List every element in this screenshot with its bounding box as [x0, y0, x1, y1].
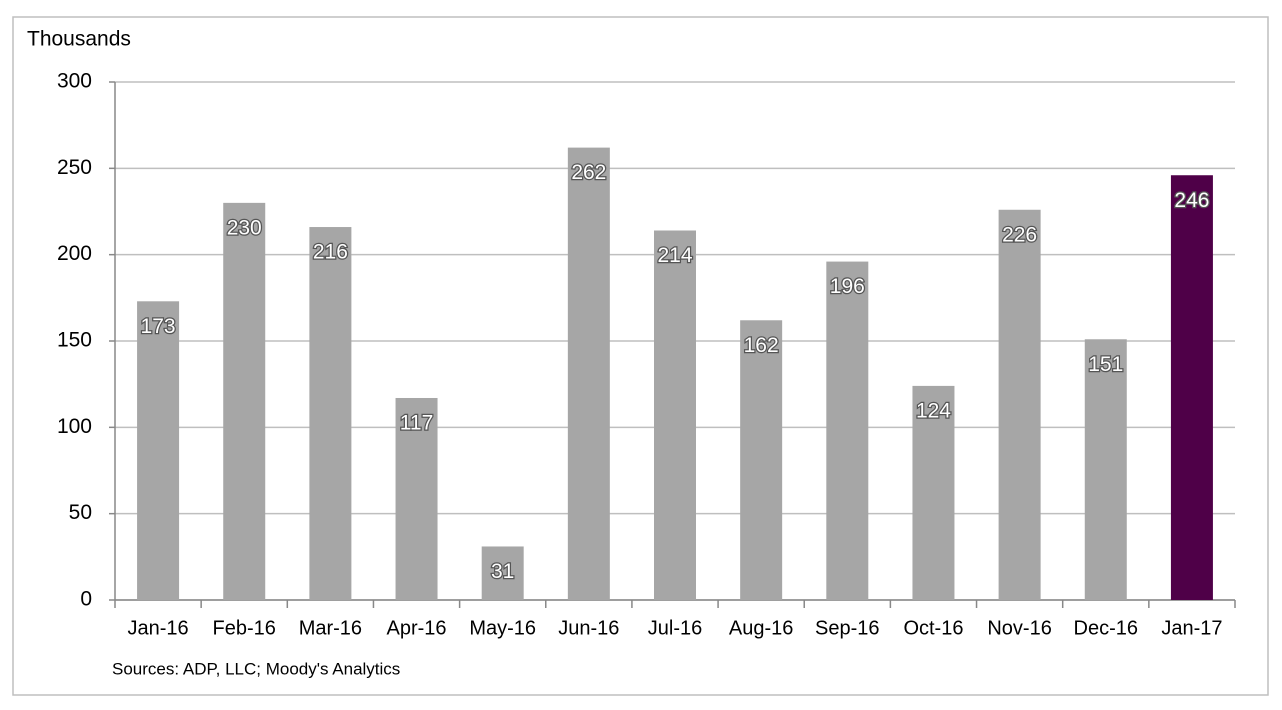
x-tick-label: May-16: [469, 617, 536, 639]
bar: [395, 397, 438, 600]
data-label: 117: [400, 412, 433, 435]
y-tick-label: 100: [57, 415, 92, 438]
x-tick-label: Nov-16: [987, 617, 1051, 639]
y-tick-label: 200: [57, 242, 92, 265]
y-tick-label: 0: [80, 588, 92, 611]
x-tick-label: Aug-16: [729, 617, 794, 639]
data-label: 173: [141, 315, 176, 338]
data-label: 124: [916, 399, 951, 422]
data-label: 226: [1002, 223, 1037, 246]
x-tick-label: Feb-16: [213, 617, 276, 639]
data-label: 230: [227, 216, 262, 239]
x-tick-label: Mar-16: [299, 617, 362, 639]
data-label: 214: [657, 244, 692, 267]
bar: [826, 261, 869, 600]
y-tick-label: 150: [57, 329, 92, 352]
data-label: 246: [1174, 189, 1209, 212]
y-tick-label: 300: [57, 70, 92, 93]
bar: [998, 209, 1041, 601]
x-tick-label: Dec-16: [1074, 617, 1138, 639]
bar: [567, 147, 610, 600]
bar: [481, 546, 524, 600]
x-tick-label: Jan-16: [127, 617, 188, 639]
bar: [912, 385, 955, 600]
bar: [740, 320, 783, 600]
x-tick-label: Jul-16: [648, 617, 702, 639]
x-tick-label: Apr-16: [387, 617, 447, 639]
y-tick-label: 250: [57, 156, 92, 179]
y-axis-label: Thousands: [27, 28, 131, 51]
bar: [309, 227, 352, 601]
x-tick-label: Oct-16: [903, 617, 963, 639]
x-tick-label: Jun-16: [558, 617, 619, 639]
x-tick-label: Sep-16: [815, 617, 880, 639]
data-label: 196: [830, 275, 865, 298]
data-label: 162: [744, 334, 779, 357]
bar: [1084, 339, 1127, 600]
bar: [223, 202, 266, 600]
y-tick-label: 50: [69, 501, 92, 524]
bar: [137, 301, 180, 600]
data-label: 151: [1088, 353, 1123, 376]
bar: [1170, 175, 1213, 601]
bar: [654, 230, 696, 600]
data-label: 262: [571, 161, 606, 184]
data-label: 31: [491, 560, 514, 583]
x-tick-label: Jan-17: [1161, 617, 1222, 639]
chart-frame: [12, 16, 1269, 696]
data-label: 216: [313, 241, 348, 264]
source-note: Sources: ADP, LLC; Moody's Analytics: [112, 659, 400, 678]
